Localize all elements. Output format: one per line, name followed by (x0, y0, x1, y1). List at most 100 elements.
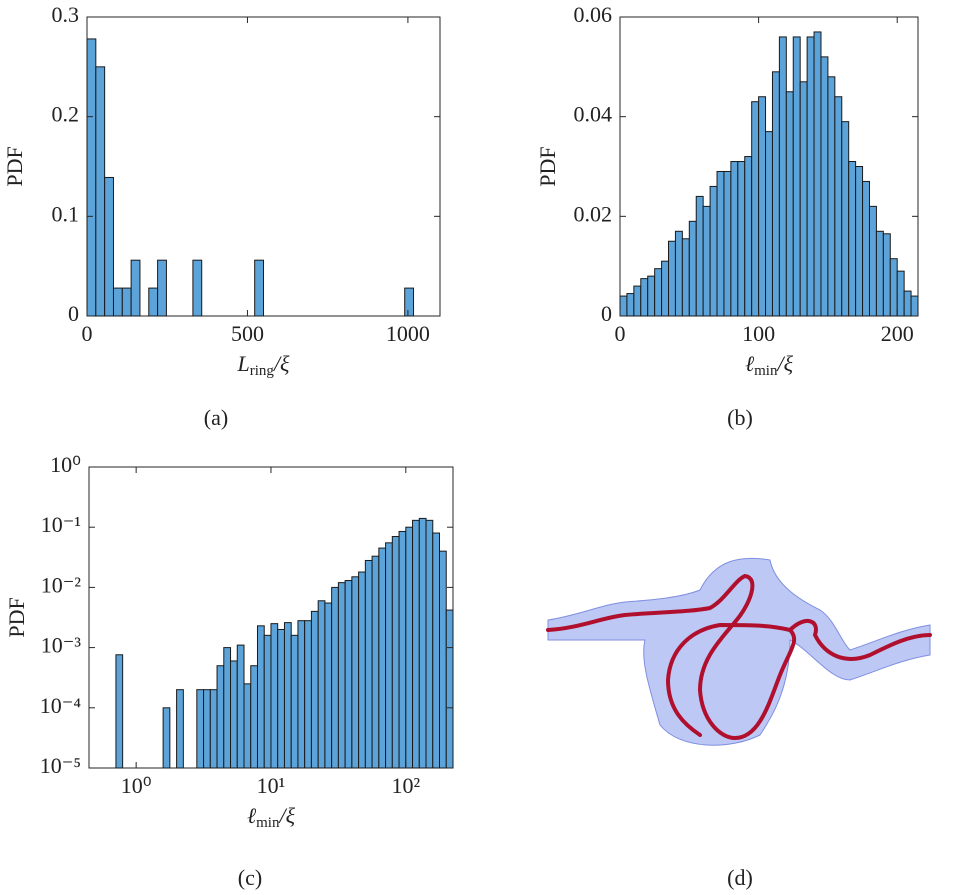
caption: (d) (727, 865, 753, 890)
x-tick-label: 500 (231, 321, 264, 346)
bar (799, 81, 808, 317)
bar (176, 689, 184, 769)
bar (398, 530, 407, 769)
bar (148, 287, 159, 317)
bar (702, 205, 711, 317)
x-label-main: ℓ (247, 803, 257, 828)
x-label-sub: ring (250, 363, 275, 379)
bar (310, 610, 319, 769)
x-axis-label: ℓmin/ξ (745, 351, 794, 379)
y-tick-label: 10⁻³ (41, 633, 82, 658)
bar (344, 580, 353, 769)
bar (688, 220, 697, 317)
bar (758, 96, 767, 317)
bar (290, 634, 299, 769)
bar (385, 542, 393, 769)
y-tick-label: 0.04 (574, 102, 613, 127)
y-axis-label: PDF (535, 146, 560, 186)
x-label-sub: min (256, 815, 280, 831)
x-tick-label: 100 (742, 321, 775, 346)
bar (432, 532, 441, 769)
y-tick-label: 0.3 (52, 2, 80, 27)
y-tick-label: 10⁻⁵ (40, 753, 81, 778)
x-tick-label: 10¹ (257, 773, 286, 798)
bar (792, 36, 801, 317)
bar (619, 295, 628, 317)
x-label-main: L (237, 351, 250, 376)
bar (192, 259, 203, 317)
chart-panel: 0 500 1000 0 0.1 0.2 0.3 PDF Lring/ξ (a) (2, 2, 441, 430)
bar (351, 576, 360, 769)
y-tick-label: 0 (601, 301, 612, 326)
y-tick-label: 0 (68, 301, 79, 326)
bar (778, 36, 787, 317)
bar (765, 131, 773, 317)
bar (910, 295, 919, 317)
bar (445, 609, 454, 769)
bar (695, 195, 704, 317)
bar (661, 260, 670, 317)
bar (889, 258, 898, 317)
bar (737, 161, 746, 317)
bar (337, 582, 346, 769)
y-tick-label: 0.02 (574, 201, 613, 226)
bar (647, 275, 656, 317)
bar (412, 519, 420, 769)
bar (203, 689, 211, 769)
bar (862, 180, 870, 317)
bar (425, 519, 434, 769)
tube-surface (547, 557, 931, 746)
bar (751, 101, 760, 317)
vortex-line (546, 573, 797, 741)
bar (668, 240, 676, 317)
bar (896, 270, 905, 317)
y-tick-label: 10⁻⁴ (40, 693, 82, 718)
bar (848, 161, 857, 317)
bar (331, 586, 339, 769)
x-tick-label: 0 (615, 321, 626, 346)
bar (834, 96, 843, 317)
bar (633, 285, 642, 317)
x-label-tail: /ξ (775, 351, 793, 376)
chart-panel: 0 100 200 0 0.02 0.04 0.06 PDF ℓmin/ξ (b) (535, 2, 919, 430)
x-label-main: ℓ (745, 351, 755, 376)
x-tick-label: 1000 (386, 321, 430, 346)
bar (256, 625, 265, 769)
y-tick-label: 0.06 (574, 2, 613, 27)
x-axis-label: Lring/ξ (237, 351, 291, 379)
bar (418, 517, 427, 769)
caption: (a) (204, 405, 228, 430)
bar (304, 620, 312, 769)
bar (209, 689, 218, 769)
y-tick-label: 10⁰ (50, 452, 81, 477)
bar (324, 602, 333, 769)
bar (378, 547, 387, 769)
y-tick-label: 10⁻¹ (41, 512, 81, 537)
x-tick-label: 200 (881, 321, 914, 346)
bar (223, 647, 232, 769)
bar (820, 56, 829, 317)
bar (806, 36, 815, 317)
bar (903, 290, 912, 317)
bar (243, 683, 252, 769)
bar (730, 161, 739, 317)
bar (196, 689, 205, 769)
bar (855, 166, 864, 317)
x-tick-label: 0 (82, 321, 93, 346)
bar (130, 259, 141, 317)
y-tick-label: 0.2 (52, 102, 80, 127)
y-tick-label: 0.1 (52, 201, 80, 226)
bar (115, 654, 124, 769)
bar (250, 665, 258, 769)
bar (654, 268, 663, 317)
x-label-tail: /ξ (272, 351, 290, 376)
vortex-line (788, 619, 932, 661)
bar (640, 278, 649, 317)
bar (277, 628, 285, 769)
illustration-d: (d) (546, 557, 932, 890)
bar (283, 622, 292, 769)
bar (626, 293, 635, 317)
bar (364, 559, 373, 769)
x-tick-label: 10² (391, 773, 420, 798)
bar (771, 71, 780, 317)
